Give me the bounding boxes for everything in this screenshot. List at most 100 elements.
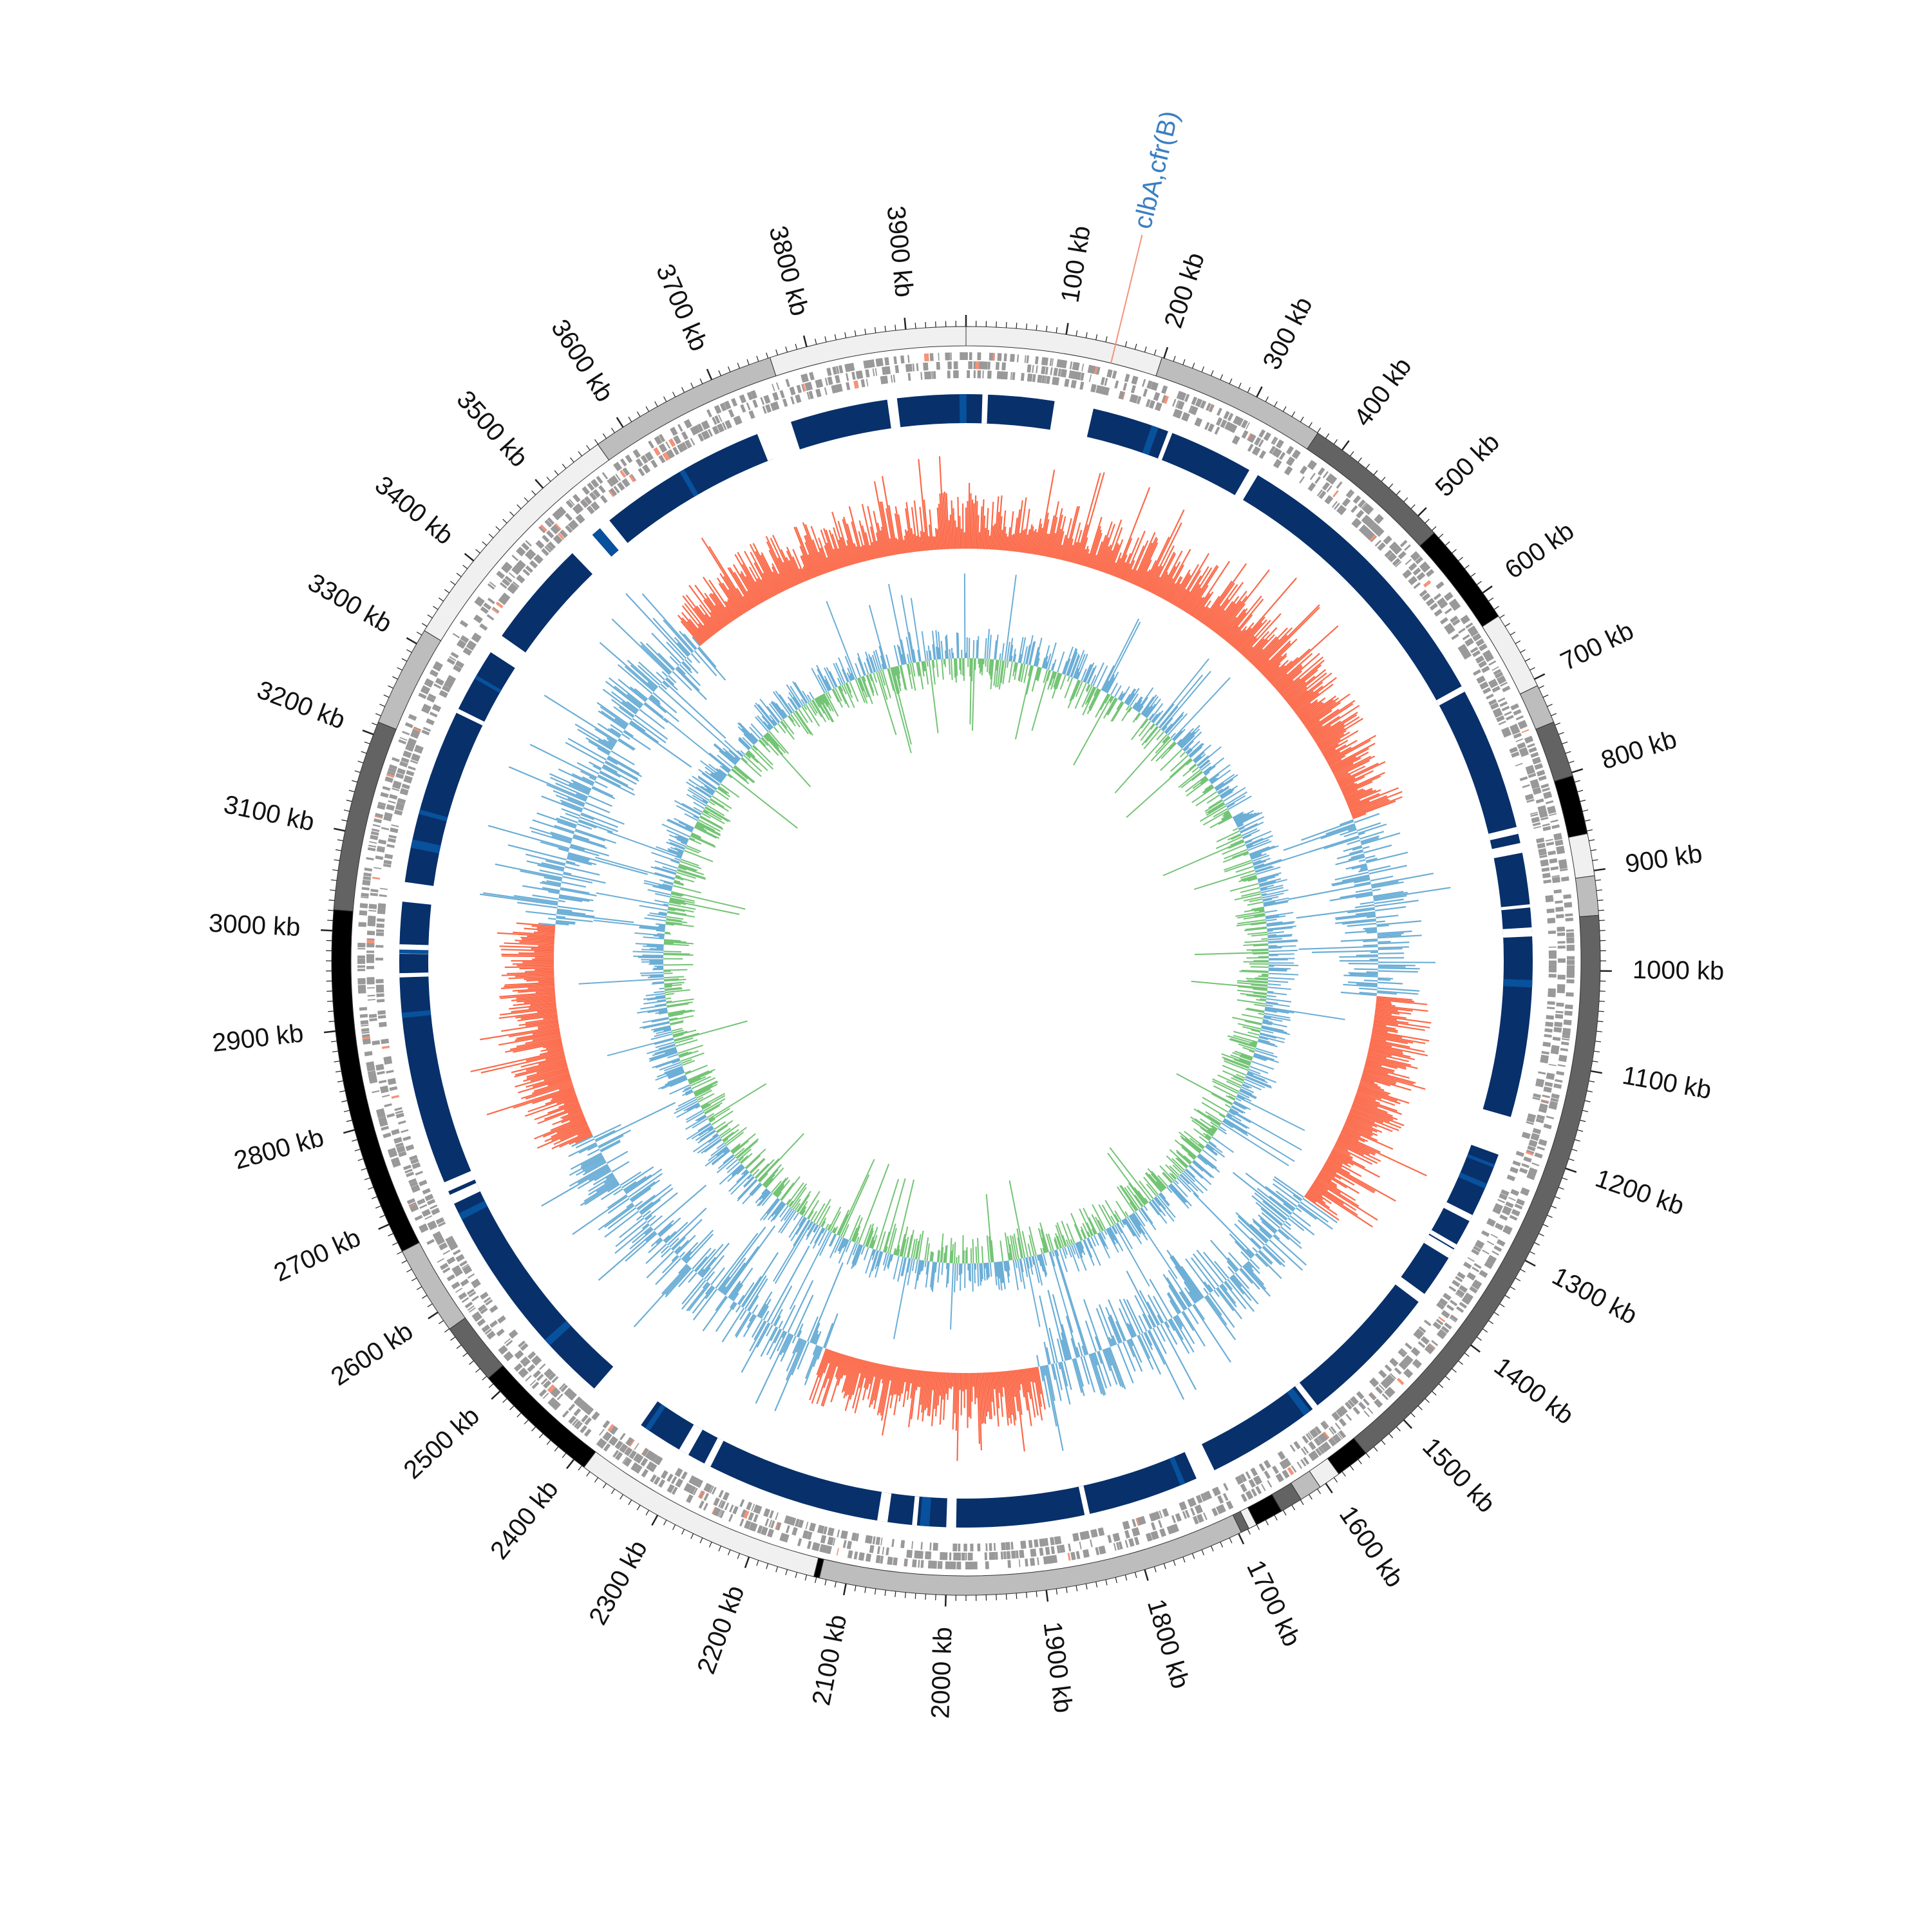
gc-content-bar (1378, 952, 1405, 954)
gc-content-bar (802, 566, 810, 580)
cds-feature (722, 422, 727, 430)
gc-content-bar (551, 1092, 576, 1101)
blast-variation (1466, 1154, 1495, 1168)
cds-feature (629, 474, 636, 483)
cds-feature (1372, 1377, 1379, 1385)
gc-content-bar (876, 1365, 888, 1416)
gc-content-bar (1070, 1338, 1078, 1358)
gc-content-bar (793, 526, 815, 578)
cds-feature (1350, 1397, 1358, 1405)
cds-feature (359, 1014, 368, 1018)
cds-feature (1226, 1501, 1234, 1510)
gc-content-bar (929, 509, 934, 551)
cds-feature (1548, 954, 1557, 959)
cds-feature (424, 1215, 433, 1220)
gc-content-bar (1368, 1050, 1392, 1057)
cds-feature (1550, 819, 1558, 823)
scale-tick (611, 428, 615, 433)
cds-feature (1051, 358, 1054, 366)
cds-feature (954, 370, 958, 379)
cds-feature (1396, 1378, 1405, 1385)
gc-content-bar (1224, 1280, 1233, 1290)
cds-feature (916, 363, 919, 372)
cds-feature (1004, 372, 1007, 380)
gc-content-bar (1129, 1338, 1133, 1347)
cds-feature (503, 578, 511, 585)
scale-tick (1350, 1465, 1354, 1471)
scale-tick (1388, 483, 1394, 489)
gc-content-bar (1375, 1007, 1398, 1012)
cds-feature (394, 810, 403, 813)
cds-feature (1240, 419, 1249, 429)
cds-feature (382, 787, 390, 791)
gc-content-bar (1363, 927, 1378, 930)
gc-content-bar (1337, 762, 1379, 784)
gc-content-bar (738, 1282, 755, 1305)
cds-feature (642, 455, 648, 463)
cds-feature (1175, 1523, 1179, 1531)
cds-feature (1276, 460, 1282, 469)
gc-content-bar (1366, 1058, 1406, 1070)
cds-feature (1565, 917, 1573, 920)
cds-feature (1494, 1206, 1502, 1211)
cds-feature (960, 352, 965, 361)
cds-feature (384, 813, 393, 819)
gc-content-bar (648, 697, 667, 714)
scale-tick (785, 346, 788, 353)
gc-content-bar (607, 1183, 620, 1193)
cds-feature (624, 478, 630, 486)
scale-tick (475, 549, 480, 554)
cds-feature (402, 750, 412, 757)
scale-tick (1396, 1426, 1401, 1432)
scale-tick (1144, 1569, 1149, 1581)
gc-content-bar (513, 931, 555, 936)
gc-content-bar (1342, 775, 1381, 794)
cds-feature (662, 451, 670, 461)
cds-feature (1236, 1475, 1244, 1484)
gc-content-bar (1166, 1277, 1188, 1309)
gc-content-bar (602, 688, 637, 715)
cds-feature (956, 1561, 961, 1569)
scale-tick (718, 1546, 722, 1552)
gc-content-bar (1297, 1204, 1317, 1220)
scale-tick (444, 1328, 450, 1333)
gc-content-bar (1189, 597, 1203, 616)
cds-feature (1532, 1128, 1542, 1135)
cds-feature (372, 1090, 380, 1094)
cds-feature (435, 1217, 445, 1225)
gc-content-bar (1126, 1322, 1135, 1338)
scale-tick (462, 565, 468, 569)
scale-tick (1403, 1419, 1413, 1429)
cds-feature (404, 1168, 413, 1174)
cds-feature (366, 857, 374, 861)
cds-feature (1463, 1262, 1472, 1269)
gc-content-bar (1258, 659, 1270, 671)
gc-content-bar (1326, 746, 1352, 762)
gc-content-bar (1345, 1121, 1378, 1137)
gc-content-bar (583, 1180, 618, 1202)
cds-feature (1545, 895, 1553, 900)
gc-content-bar (675, 668, 707, 701)
cds-feature (791, 1527, 798, 1536)
cds-feature (1549, 813, 1557, 817)
gc-content-bar (740, 573, 760, 605)
cds-feature (1566, 965, 1575, 969)
cds-feature (1320, 1421, 1329, 1430)
gc-content-bar (1122, 563, 1131, 580)
gc-content-bar (918, 1370, 922, 1388)
scale-tick (1365, 464, 1370, 469)
gc-content-bar (1213, 603, 1236, 632)
scale-tick (475, 1368, 480, 1373)
gc-content-bar (1220, 616, 1237, 638)
cds-feature (357, 955, 366, 959)
cds-feature (1502, 685, 1511, 692)
cds-feature (446, 1274, 455, 1282)
cds-feature (1050, 367, 1053, 375)
gc-content-bar (576, 1159, 605, 1176)
cds-feature (1556, 846, 1564, 851)
gc-content-bar (681, 661, 692, 674)
cds-feature (1190, 1497, 1197, 1506)
cds-feature (1558, 1054, 1567, 1059)
gc-skew-bar (1035, 652, 1041, 667)
cds-feature (374, 818, 382, 824)
